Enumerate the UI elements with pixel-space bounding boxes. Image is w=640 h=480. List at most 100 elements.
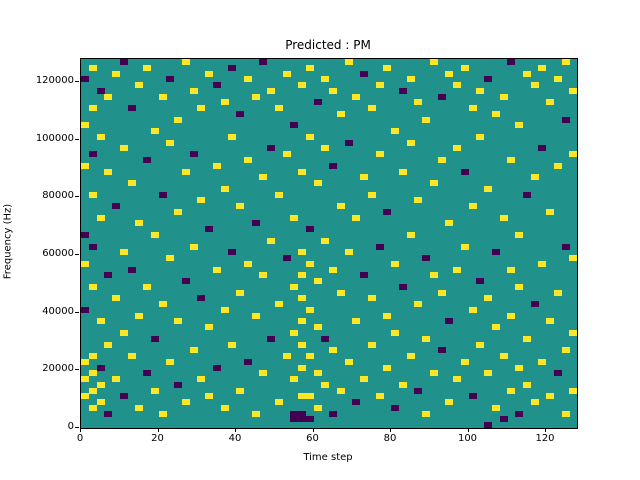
heatmap-cell	[298, 410, 306, 417]
heatmap-cell	[166, 139, 175, 146]
heatmap-cell	[484, 370, 492, 377]
heatmap-cell	[119, 249, 128, 256]
heatmap-cell	[81, 122, 89, 129]
heatmap-cell	[298, 272, 306, 279]
heatmap-cell	[460, 358, 469, 365]
heatmap-cell	[267, 87, 275, 94]
heatmap-cell	[150, 231, 159, 238]
heatmap-cell	[538, 145, 547, 152]
heatmap-cell	[321, 237, 330, 244]
y-tick-label: 0	[67, 421, 74, 432]
heatmap-cell	[546, 393, 554, 400]
heatmap-cell	[344, 139, 353, 146]
heatmap-cell	[88, 105, 97, 112]
heatmap-cell	[220, 99, 229, 106]
heatmap-cell	[429, 59, 438, 65]
heatmap-cell	[375, 151, 384, 158]
heatmap-cell	[212, 266, 221, 273]
x-tick-mark	[235, 428, 236, 432]
heatmap-cell	[88, 243, 97, 250]
heatmap-cell	[189, 151, 198, 158]
heatmap-cell	[104, 341, 113, 348]
heatmap-cell	[538, 260, 547, 267]
heatmap-cell	[81, 231, 89, 238]
x-tick-label: 80	[383, 433, 397, 444]
x-tick-label: 20	[151, 433, 164, 444]
heatmap-cell	[360, 376, 368, 383]
heatmap-cell	[212, 82, 221, 89]
heatmap-cell	[259, 370, 268, 377]
y-tick-label: 80000	[42, 190, 74, 202]
heatmap-cell	[189, 87, 198, 94]
heatmap-cell	[274, 105, 283, 112]
heatmap-cell	[197, 295, 206, 302]
heatmap-cell	[228, 133, 237, 140]
heatmap-cell	[305, 64, 314, 71]
heatmap-cell	[174, 116, 182, 123]
heatmap-cell	[329, 162, 337, 169]
heatmap-cell	[220, 404, 229, 411]
heatmap-cell	[181, 278, 190, 285]
y-tick-label: 20000	[42, 363, 74, 375]
heatmap-cell	[150, 128, 159, 135]
x-tick-mark	[467, 428, 469, 432]
x-tick-label: 0	[76, 433, 84, 444]
heatmap-cell	[321, 145, 330, 152]
heatmap-cell	[460, 243, 469, 250]
heatmap-cell	[305, 416, 314, 423]
heatmap-cell	[561, 116, 570, 123]
heatmap-cell	[197, 197, 206, 204]
heatmap-cell	[406, 76, 415, 83]
y-tick-mark	[75, 369, 79, 371]
heatmap-cell	[352, 318, 361, 325]
heatmap-cell	[484, 422, 492, 429]
heatmap-cell	[375, 393, 384, 400]
heatmap-cell	[166, 358, 175, 365]
heatmap-cell	[212, 162, 221, 169]
heatmap-cell	[174, 381, 182, 388]
heatmap-cell	[360, 174, 368, 181]
heatmap-cell	[499, 353, 508, 360]
x-tick-label: 100	[457, 433, 478, 444]
heatmap-cell	[406, 139, 415, 146]
heatmap-cell	[360, 70, 368, 77]
heatmap-cell	[135, 404, 144, 411]
heatmap-cell	[305, 306, 314, 313]
heatmap-cell	[383, 64, 392, 71]
heatmap-cell	[282, 353, 291, 360]
heatmap-cell	[538, 358, 547, 365]
heatmap-cell	[143, 157, 151, 164]
heatmap-cell	[476, 341, 485, 348]
heatmap-cell	[476, 133, 485, 140]
heatmap-cell	[553, 162, 562, 169]
heatmap-cell	[259, 59, 268, 65]
heatmap-cell	[96, 318, 105, 325]
heatmap-cell	[313, 278, 322, 285]
heatmap-cell	[166, 255, 175, 262]
heatmap-cell	[290, 376, 299, 383]
heatmap-cell	[205, 70, 213, 77]
heatmap-cell	[468, 105, 477, 112]
heatmap-cell	[398, 283, 407, 290]
heatmap-cell	[251, 410, 260, 417]
x-tick-label: 40	[228, 433, 242, 444]
heatmap-cell	[344, 249, 353, 256]
heatmap-cell	[104, 410, 113, 417]
heatmap-cell	[414, 197, 423, 204]
heatmap-cell	[298, 416, 306, 423]
heatmap-cell	[429, 272, 438, 279]
heatmap-cell	[398, 87, 407, 94]
heatmap-cell	[460, 64, 469, 71]
x-tick-mark	[545, 428, 546, 432]
heatmap-cell	[437, 157, 446, 164]
x-tick-mark	[157, 428, 159, 432]
heatmap-cell	[507, 157, 516, 164]
heatmap-cell	[313, 404, 322, 411]
heatmap-cell	[236, 110, 244, 117]
heatmap-cell	[445, 318, 454, 325]
heatmap-cell	[499, 416, 508, 423]
heatmap-cell	[329, 87, 337, 94]
heatmap-cell	[515, 231, 523, 238]
heatmap-cell	[305, 226, 314, 233]
